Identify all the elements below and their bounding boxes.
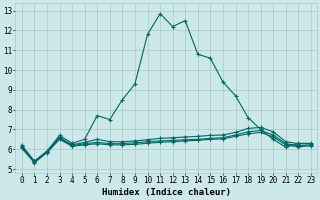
X-axis label: Humidex (Indice chaleur): Humidex (Indice chaleur)	[102, 188, 231, 197]
